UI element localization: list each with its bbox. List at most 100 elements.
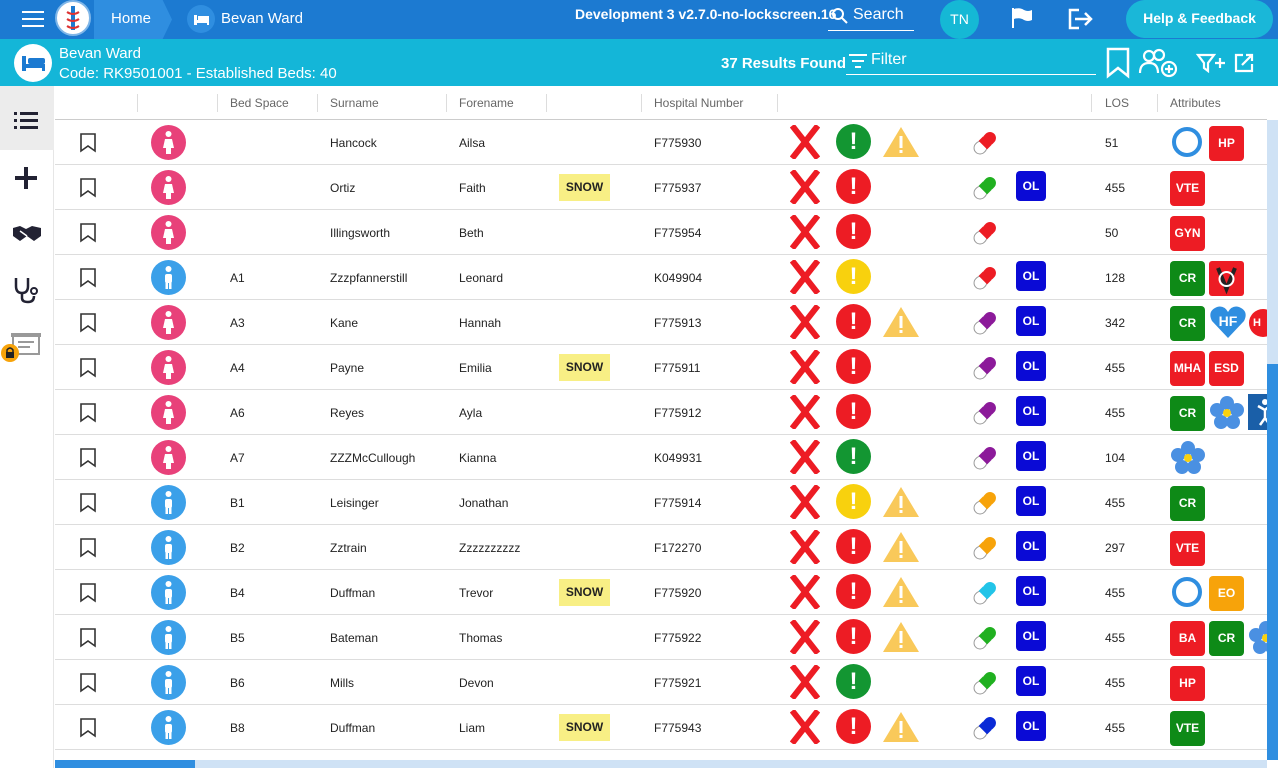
medication-pill-icon: [973, 177, 996, 200]
ol-badge: OL: [1016, 621, 1046, 651]
medication-pill-icon: [973, 537, 996, 560]
stethoscope-icon[interactable]: [12, 276, 40, 304]
bookmark-icon[interactable]: [79, 538, 97, 558]
los-cell: 455: [1105, 361, 1126, 375]
column-header-los[interactable]: LOS: [1105, 96, 1130, 110]
bookmark-icon[interactable]: [79, 133, 97, 153]
hospital-number-cell: K049931: [654, 451, 703, 465]
hospital-number-cell: F172270: [654, 541, 702, 555]
attribute-badge[interactable]: VTE: [1170, 171, 1205, 206]
user-avatar[interactable]: TN: [940, 0, 979, 39]
attribute-badge[interactable]: CR: [1170, 261, 1205, 296]
table-row[interactable]: A7 ZZZMcCullough Kianna K049931! OL 104: [55, 435, 1267, 480]
bookmark-icon[interactable]: [79, 673, 97, 693]
table-row[interactable]: B6 Mills Devon F775921! OL 455 HP: [55, 660, 1267, 705]
cross-icon: [790, 125, 820, 159]
table-row[interactable]: A4 Payne Emilia SNOW F775911! OL 455 MHA ESD: [55, 345, 1267, 390]
bookmark-icon[interactable]: [79, 718, 97, 738]
column-header-hospital-number[interactable]: Hospital Number: [654, 96, 744, 110]
external-link-icon[interactable]: [1233, 52, 1255, 74]
table-row[interactable]: B4 Duffman Trevor SNOW F775920! OL 455 EO: [55, 570, 1267, 615]
bed-space-cell: A3: [230, 316, 245, 330]
column-header-forename[interactable]: Forename: [459, 96, 514, 110]
surname-cell: Leisinger: [330, 496, 379, 510]
search-icon: [832, 8, 848, 24]
attribute-badge[interactable]: CR: [1170, 306, 1205, 341]
add-icon[interactable]: [12, 166, 40, 190]
bookmark-icon[interactable]: [79, 313, 97, 333]
attribute-badge[interactable]: BA: [1170, 621, 1205, 656]
bookmark-icon[interactable]: [79, 223, 97, 243]
bookmark-icon[interactable]: [79, 403, 97, 423]
table-row[interactable]: Hancock Ailsa F775930! 51 HP: [55, 120, 1267, 165]
table-row[interactable]: Ortiz Faith SNOW F775937! OL 455 VTE: [55, 165, 1267, 210]
ol-badge: OL: [1016, 486, 1046, 516]
attribute-badge[interactable]: CR: [1209, 621, 1244, 656]
medication-pill-icon: [973, 312, 996, 335]
ring-icon: [1172, 577, 1202, 607]
horizontal-scrollbar[interactable]: [55, 760, 1267, 768]
bookmark-icon[interactable]: [79, 583, 97, 603]
table-row[interactable]: A1 Zzzpfannerstill Leonard K049904! OL 128 CR: [55, 255, 1267, 300]
add-filter-icon[interactable]: [1196, 53, 1226, 73]
table-row[interactable]: B2 Zztrain Zzzzzzzzzz F172270! OL 297 VTE: [55, 525, 1267, 570]
attribute-badge[interactable]: CR: [1170, 396, 1205, 431]
attribute-badge[interactable]: CR: [1170, 486, 1205, 521]
help-feedback-button[interactable]: Help & Feedback: [1126, 0, 1273, 38]
surname-cell: Kane: [330, 316, 359, 330]
column-header-surname[interactable]: Surname: [330, 96, 379, 110]
filter-input[interactable]: Filter: [846, 48, 1096, 75]
bookmark-icon[interactable]: [79, 493, 97, 513]
attribute-badge[interactable]: EO: [1209, 576, 1244, 611]
table-row[interactable]: Illingsworth Beth F775954! 50 GYN: [55, 210, 1267, 255]
forename-cell: Thomas: [459, 631, 503, 645]
attribute-badge[interactable]: MHA: [1170, 351, 1205, 386]
medication-pill-icon: [973, 267, 996, 290]
vertical-scroll-thumb[interactable]: [1267, 364, 1278, 760]
table-row[interactable]: B1 Leisinger Jonathan F775914! OL 455 CR: [55, 480, 1267, 525]
forename-cell: Devon: [459, 676, 494, 690]
attribute-badge[interactable]: VTE: [1170, 711, 1205, 746]
bed-space-cell: A1: [230, 271, 245, 285]
forget-me-not-icon: [1171, 441, 1205, 474]
breadcrumb-home[interactable]: Home: [94, 0, 172, 39]
table-row[interactable]: A6 Reyes Ayla F775912! OL 455 CR: [55, 390, 1267, 435]
bookmark-icon[interactable]: [79, 178, 97, 198]
ward-name: Bevan Ward: [59, 45, 141, 62]
filter-lines-icon: [849, 54, 867, 68]
patient-grid: Bed Space Surname Forename Hospital Numb…: [55, 86, 1267, 760]
hospital-number-cell: F775914: [654, 496, 702, 510]
column-header-bed-space[interactable]: Bed Space: [230, 96, 289, 110]
attribute-badge[interactable]: GYN: [1170, 216, 1205, 251]
bookmark-icon[interactable]: [79, 448, 97, 468]
attribute-badge[interactable]: ESD: [1209, 351, 1244, 386]
bed-space-cell: B2: [230, 541, 245, 555]
table-row[interactable]: B8 Duffman Liam SNOW F775943! OL 455 VTE: [55, 705, 1267, 750]
medication-pill-icon: [973, 627, 996, 650]
table-row[interactable]: A3 Kane Hannah F775913! OL 342 CR HF H: [55, 300, 1267, 345]
vertical-scrollbar[interactable]: [1267, 120, 1278, 760]
column-header-attributes[interactable]: Attributes: [1170, 96, 1221, 110]
bookmark-icon[interactable]: [79, 358, 97, 378]
bookmark-icon[interactable]: [1105, 47, 1131, 79]
add-users-icon[interactable]: [1137, 47, 1179, 79]
flag-icon[interactable]: [1010, 7, 1034, 29]
bookmark-icon[interactable]: [79, 268, 97, 288]
handshake-icon[interactable]: [12, 222, 42, 244]
warning-icon: [883, 622, 919, 652]
male-icon: [151, 710, 186, 745]
sidebar-item-list[interactable]: [0, 86, 54, 150]
search-button[interactable]: Search: [828, 2, 914, 31]
forename-cell: Hannah: [459, 316, 502, 330]
menu-icon[interactable]: [22, 11, 44, 27]
table-row[interactable]: B5 Bateman Thomas F775922! OL 455 BA CR: [55, 615, 1267, 660]
bookmark-icon[interactable]: [79, 628, 97, 648]
attribute-badge[interactable]: HP: [1209, 126, 1244, 161]
hospital-number-cell: F775911: [654, 361, 701, 375]
horizontal-scroll-thumb[interactable]: [55, 760, 195, 768]
attribute-badge[interactable]: HP: [1170, 666, 1205, 701]
logout-icon[interactable]: [1067, 8, 1095, 30]
breadcrumb-ward[interactable]: Bevan Ward: [221, 10, 303, 27]
attribute-badge[interactable]: VTE: [1170, 531, 1205, 566]
forename-cell: Liam: [459, 721, 486, 735]
